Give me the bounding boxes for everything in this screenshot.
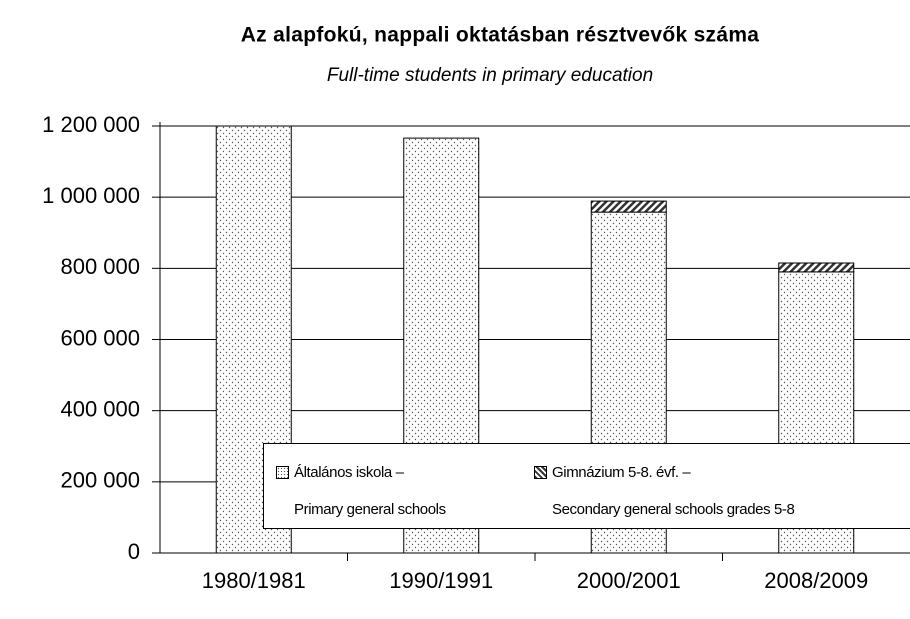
x-tick-label: 2008/2009 [764, 568, 868, 593]
chart-title: Az alapfokú, nappali oktatásban résztvev… [241, 24, 760, 47]
legend-swatch [534, 466, 547, 479]
legend-item: Gimnázium 5-8. évf. – Secondary general … [534, 454, 795, 528]
y-tick-label: 0 [128, 539, 140, 564]
x-tick-label: 2000/2001 [577, 568, 681, 593]
bar-segment [590, 200, 667, 213]
legend-item: Általános iskola – Primary general schoo… [276, 454, 446, 528]
y-tick-label: 200 000 [60, 468, 140, 493]
y-tick-label: 1 200 000 [42, 112, 140, 137]
chart-subtitle: Full-time students in primary education [327, 65, 653, 86]
y-tick-label: 800 000 [60, 254, 140, 279]
bar-segment [778, 262, 855, 273]
x-tick-label: 1980/1981 [202, 568, 306, 593]
y-tick-label: 400 000 [60, 396, 140, 421]
legend-swatch [276, 466, 289, 479]
legend-label: Gimnázium 5-8. évf. – Secondary general … [552, 464, 795, 518]
y-tick-label: 1 000 000 [42, 183, 140, 208]
y-tick-label: 600 000 [60, 325, 140, 350]
legend: Általános iskola – Primary general schoo… [263, 443, 910, 529]
x-tick-label: 1990/1991 [389, 568, 493, 593]
legend-label: Általános iskola – Primary general schoo… [294, 464, 446, 518]
